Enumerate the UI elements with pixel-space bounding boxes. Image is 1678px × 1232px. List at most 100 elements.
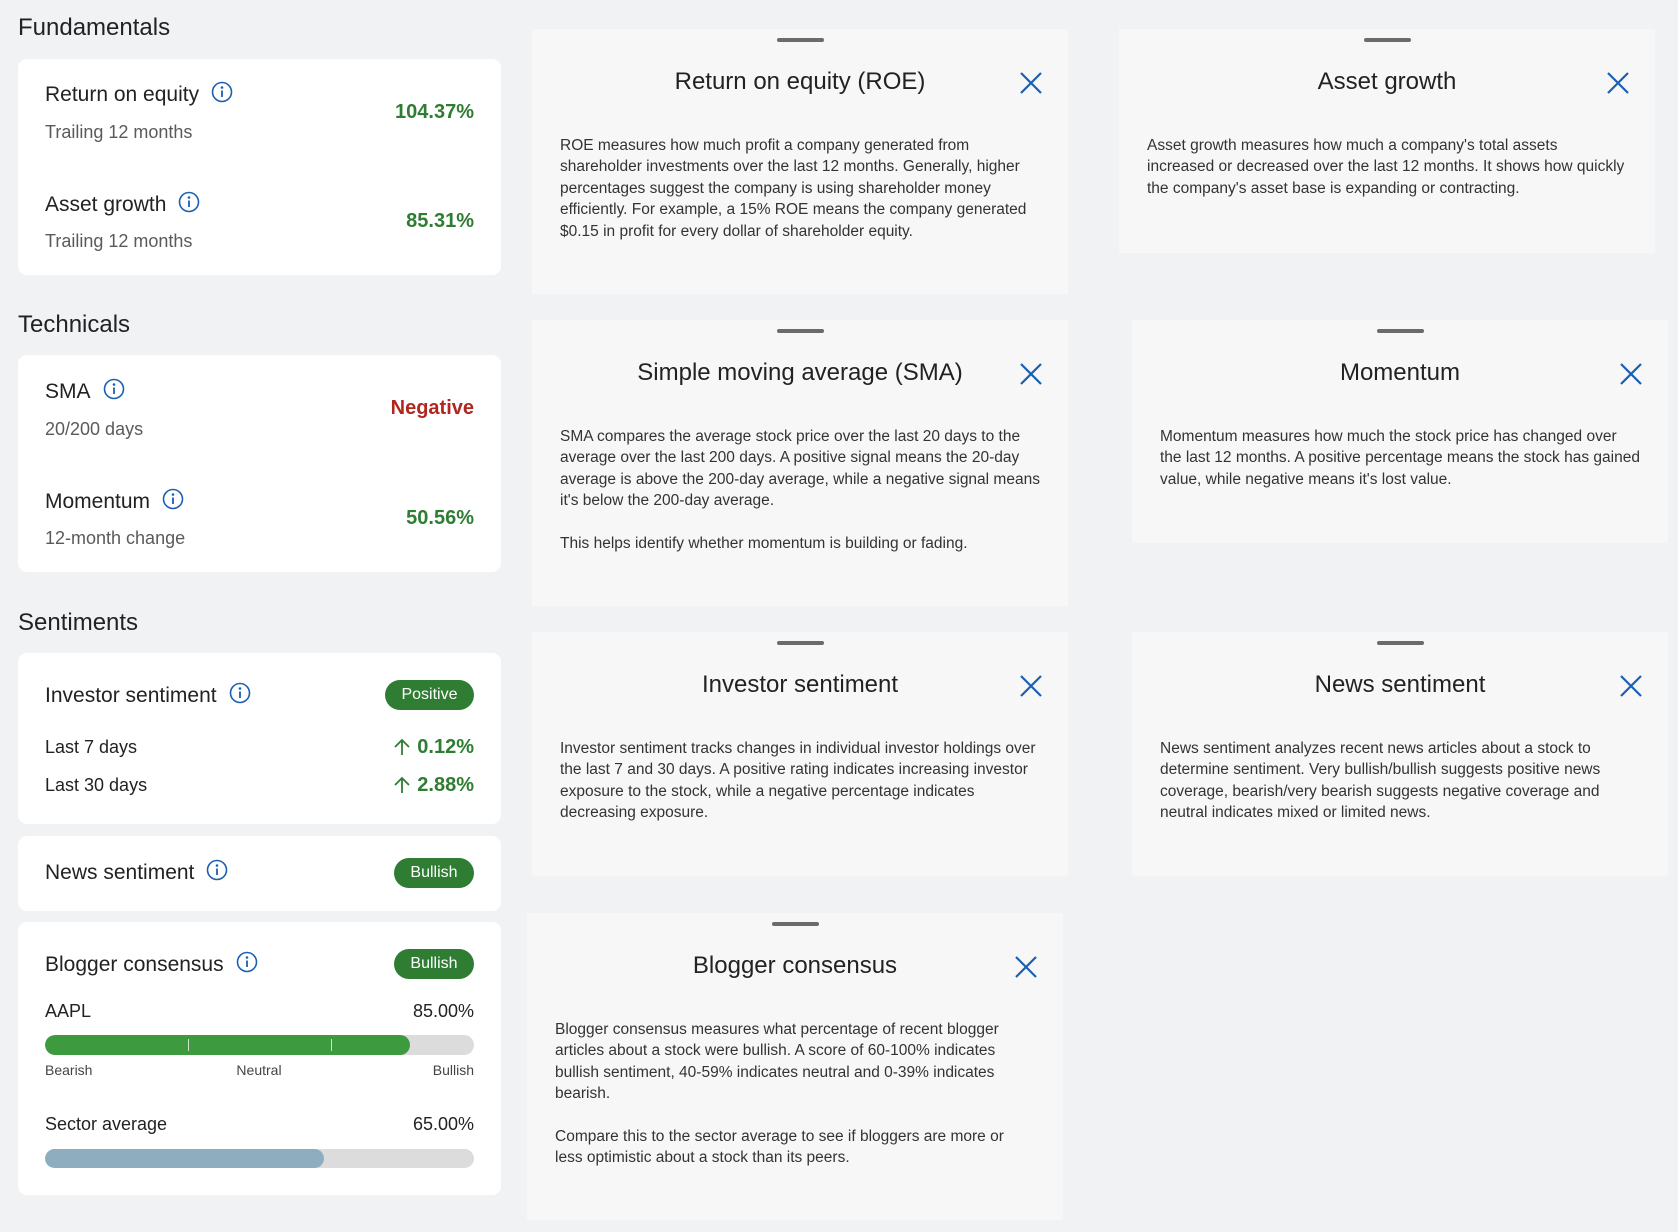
drag-handle	[1377, 329, 1424, 333]
sheet-title: Simple moving average (SMA)	[637, 359, 963, 386]
metric-label: Blogger consensus	[45, 953, 224, 976]
metric-sublabel: 20/200 days	[45, 419, 144, 439]
metric-row: SMA	[45, 379, 125, 405]
close-button[interactable]	[1619, 674, 1643, 698]
section-title: Fundamentals	[18, 14, 171, 41]
info-icon[interactable]	[211, 81, 233, 103]
sheet-body: ROE measures how much profit a company g…	[560, 135, 1040, 263]
info-icon[interactable]	[103, 378, 125, 400]
fundamentals-card: Return on equity Trailing 12 months 104.…	[18, 59, 501, 275]
metric-label: News sentiment	[45, 861, 195, 884]
sheet-body: Momentum measures how much the stock pri…	[1160, 426, 1640, 512]
sheet-title: Asset growth	[1317, 68, 1457, 95]
metric-value: 85.31%	[406, 210, 474, 232]
metric-sublabel: 12-month change	[45, 528, 186, 548]
paragraph: Investor sentiment tracks changes in ind…	[560, 740, 1036, 822]
row-label: Last 30 days	[45, 775, 148, 795]
bar-value: 85.00%	[412, 1001, 474, 1021]
paragraph: Compare this to the sector average to se…	[555, 1128, 1004, 1167]
paragraph: Momentum measures how much the stock pri…	[1160, 428, 1640, 488]
paragraph: News sentiment analyzes recent news arti…	[1160, 740, 1601, 822]
drag-handle	[1364, 38, 1411, 42]
info-sheet: Simple moving average (SMA) SMA compares …	[532, 320, 1068, 606]
info-icon[interactable]	[206, 859, 228, 881]
sheet-body: Asset growth measures how much a company…	[1147, 135, 1627, 221]
bar-fill	[45, 1149, 324, 1168]
metric-row: Blogger consensus	[45, 952, 258, 978]
up-arrow	[394, 738, 410, 755]
investor-card: Investor sentiment Positive Last 7 days …	[18, 653, 501, 824]
close-button[interactable]	[1606, 71, 1630, 95]
metric-row: Momentum	[45, 489, 184, 515]
metric-label: SMA	[45, 380, 91, 403]
sheet-title: Investor sentiment	[701, 671, 899, 698]
metric-value: 104.37%	[395, 101, 474, 123]
sheet-body: News sentiment analyzes recent news arti…	[1160, 738, 1640, 845]
bar-label: Sector average	[45, 1114, 168, 1134]
metric-sublabel: Trailing 12 months	[45, 122, 193, 142]
blogger-card: Blogger consensus Bullish AAPL 85.00% Be…	[18, 922, 501, 1195]
metric-row: Return on equity	[45, 82, 233, 108]
divider	[187, 1039, 189, 1051]
sheet-title: Momentum	[1339, 359, 1461, 386]
drag-handle	[777, 329, 824, 333]
close-button[interactable]	[1014, 955, 1038, 979]
up-arrow	[394, 776, 410, 793]
metric-row: Asset growth	[45, 192, 200, 218]
drag-handle	[777, 38, 824, 42]
metric-row: Investor sentiment	[45, 683, 251, 709]
badge: Bullish	[394, 949, 474, 979]
sheet-body: SMA compares the average stock price ove…	[560, 426, 1040, 576]
info-icon[interactable]	[236, 951, 258, 973]
section-title: Sentiments	[18, 609, 139, 636]
metric-label: Investor sentiment	[45, 684, 217, 707]
info-sheet: Asset growth Asset growth measures how mu…	[1119, 29, 1655, 253]
technicals-card: SMA 20/200 days Negative Momentum 12-mon…	[18, 355, 501, 572]
info-sheet: Return on equity (ROE) ROE measures how m…	[532, 29, 1068, 294]
info-sheet: Investor sentiment Investor sentiment tra…	[532, 632, 1068, 876]
scale-label: Bullish	[432, 1062, 474, 1078]
paragraph: SMA compares the average stock price ove…	[560, 428, 1040, 510]
row-value: 0.12%	[417, 736, 474, 758]
sheet-body: Blogger consensus measures what percenta…	[555, 1019, 1035, 1190]
info-sheet: Momentum Momentum measures how much the s…	[1132, 320, 1668, 543]
bar-track	[45, 1035, 474, 1055]
sheet-title: Blogger consensus	[692, 952, 898, 979]
bar-fill	[45, 1035, 410, 1055]
metric-value: Negative	[390, 397, 474, 419]
bar-track	[45, 1149, 474, 1168]
scale-label: Bearish	[45, 1062, 93, 1078]
drag-handle	[1377, 641, 1424, 645]
paragraph: ROE measures how much profit a company g…	[560, 137, 1027, 240]
close-button[interactable]	[1019, 674, 1043, 698]
metric-value: 50.56%	[406, 507, 474, 529]
sheet-title: News sentiment	[1314, 671, 1486, 698]
section-title: Technicals	[18, 311, 131, 338]
paragraph: Blogger consensus measures what percenta…	[555, 1021, 999, 1103]
metric-label: Return on equity	[45, 83, 200, 106]
drag-handle	[772, 922, 819, 926]
badge: Bullish	[394, 858, 474, 888]
sheet-title: Return on equity (ROE)	[674, 68, 926, 95]
info-sheet: Blogger consensus Blogger consensus measu…	[527, 913, 1063, 1220]
metric-row: News sentiment	[45, 860, 228, 886]
metric-label: Asset growth	[45, 193, 167, 216]
badge: Positive	[385, 680, 474, 710]
scale-label: Neutral	[236, 1062, 282, 1078]
drag-handle	[777, 641, 824, 645]
close-button[interactable]	[1019, 71, 1043, 95]
close-button[interactable]	[1019, 362, 1043, 386]
metric-sublabel: Trailing 12 months	[45, 231, 193, 251]
close-button[interactable]	[1619, 362, 1643, 386]
sheet-body: Investor sentiment tracks changes in ind…	[560, 738, 1040, 845]
info-sheet: News sentiment News sentiment analyzes re…	[1132, 632, 1668, 876]
paragraph: Asset growth measures how much a company…	[1147, 137, 1625, 197]
divider	[331, 1039, 333, 1051]
row-value: 2.88%	[417, 774, 474, 796]
bar-label: AAPL	[45, 1001, 92, 1021]
news-card: News sentiment Bullish	[18, 836, 501, 911]
info-icon[interactable]	[162, 488, 184, 510]
info-icon[interactable]	[178, 191, 200, 213]
info-icon[interactable]	[229, 682, 251, 704]
